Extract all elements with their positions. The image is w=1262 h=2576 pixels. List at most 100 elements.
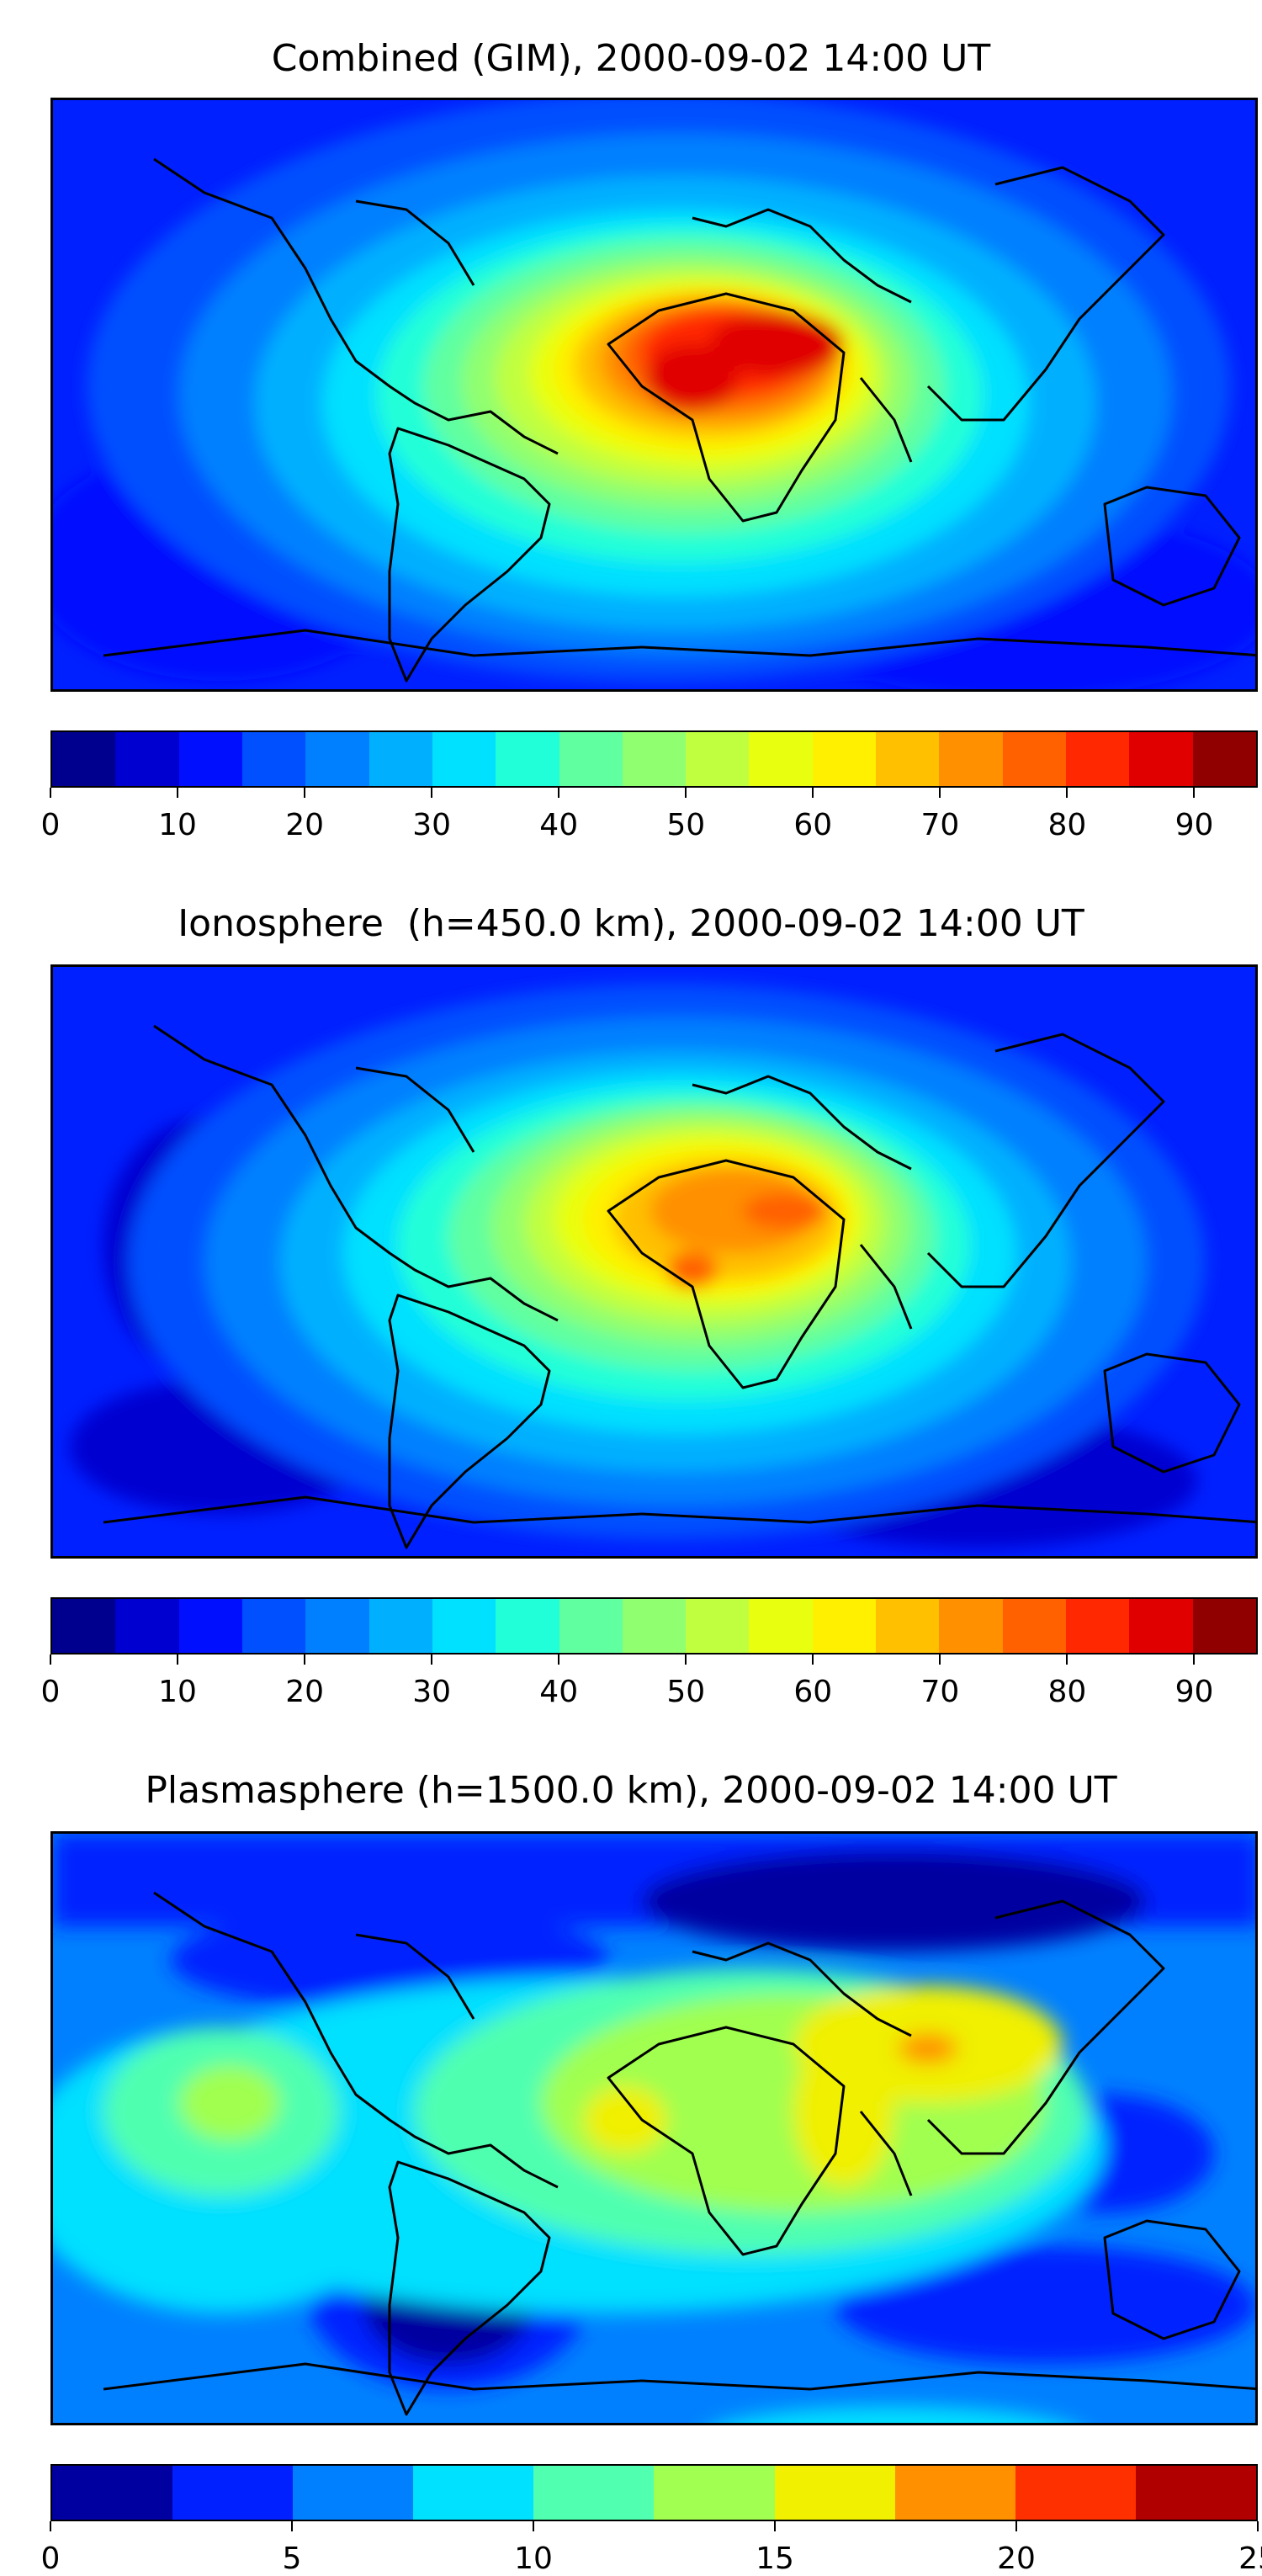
colorbar-segment [1015, 2466, 1136, 2520]
colorbar-segment [876, 732, 940, 786]
colorbar-segment [559, 732, 623, 786]
colorbar-tick [50, 1654, 51, 1665]
colorbar-tick [50, 2521, 51, 2531]
colorbar-tick [1066, 788, 1068, 798]
colorbar-segment [686, 1599, 750, 1653]
colorbar-tick [1193, 788, 1196, 798]
colorbar-segment [241, 732, 306, 786]
colorbar-tick-label: 20 [285, 1675, 324, 1709]
colorbar-segment [894, 2466, 1015, 2520]
panel-1-colorbar-ticks: 0 10 20 30 40 50 60 70 80 90 [41, 788, 1258, 842]
colorbar-tick-label: 40 [539, 1675, 579, 1709]
panel-3-colorbar-ticks: 0 5 10 15 20 25 [41, 2521, 1262, 2576]
colorbar-segment [52, 2466, 173, 2520]
colorbar-segment [939, 732, 1003, 786]
colorbar-segment [115, 732, 179, 786]
colorbar-tick-label: 90 [1175, 808, 1214, 842]
colorbar-segment [115, 1599, 179, 1653]
colorbar-segment [686, 732, 750, 786]
colorbar-segment [559, 1599, 623, 1653]
colorbar-segment [496, 732, 559, 786]
colorbar-segment [622, 1599, 687, 1653]
colorbar-segment [432, 1599, 496, 1653]
colorbar-tick-label: 70 [920, 808, 960, 842]
colorbar-tick-label: 70 [920, 1675, 960, 1709]
panel-1-map [50, 98, 1258, 692]
panel-2-colorbar [50, 1597, 1258, 1654]
colorbar-tick-label: 50 [666, 1675, 706, 1709]
panel-2-coastlines [103, 1024, 1255, 1549]
panel-2-heatmap [53, 967, 1255, 1556]
colorbar-segment [172, 2466, 294, 2520]
colorbar-tick-label: 10 [158, 1675, 197, 1709]
colorbar-segment [369, 732, 432, 786]
colorbar-segment [1192, 1599, 1256, 1653]
colorbar-tick-label: 25 [1238, 2541, 1262, 2576]
panel-1-colorbar [50, 730, 1258, 788]
colorbar-segment [52, 1599, 116, 1653]
colorbar-tick [774, 2521, 776, 2531]
panel-2-map [50, 964, 1258, 1559]
panel-3-map [50, 1831, 1258, 2425]
colorbar-tick-label: 40 [539, 808, 579, 842]
colorbar-tick-label: 10 [514, 2541, 553, 2576]
colorbar-tick [304, 1654, 306, 1665]
colorbar-segment [293, 2466, 414, 2520]
panel-1-heatmap [53, 100, 1255, 689]
colorbar-segment [1002, 1599, 1066, 1653]
colorbar-segment [1066, 732, 1130, 786]
colorbar-tick-label: 10 [158, 808, 197, 842]
panel-3-title: Plasmasphere (h=1500.0 km), 2000-09-02 1… [145, 1769, 1117, 1812]
panel-1-title: Combined (GIM), 2000-09-02 14:00 UT [271, 37, 991, 80]
colorbar-segment [241, 1599, 306, 1653]
colorbar-segment [1002, 732, 1066, 786]
colorbar-segment [654, 2466, 775, 2520]
colorbar-tick-label: 0 [40, 808, 61, 842]
colorbar-tick-label: 5 [282, 2541, 302, 2576]
colorbar-segment [1129, 1599, 1193, 1653]
colorbar-segment [749, 1599, 813, 1653]
colorbar-segment [1129, 732, 1193, 786]
colorbar-segment [533, 2466, 655, 2520]
colorbar-tick [685, 1654, 687, 1665]
colorbar-tick [431, 788, 433, 798]
colorbar-tick [533, 2521, 534, 2531]
colorbar-tick [1257, 2521, 1259, 2531]
colorbar-tick-label: 60 [793, 808, 833, 842]
colorbar-tick-label: 50 [666, 808, 706, 842]
colorbar-tick [939, 1654, 941, 1665]
colorbar-tick-label: 80 [1047, 1675, 1087, 1709]
panel-3-colorbar [50, 2464, 1258, 2521]
colorbar-segment [432, 732, 496, 786]
colorbar-segment [622, 732, 687, 786]
panel-2-title: Ionosphere (h=450.0 km), 2000-09-02 14:0… [178, 902, 1084, 945]
colorbar-tick [291, 2521, 293, 2531]
colorbar-tick [50, 788, 51, 798]
panel-1-coastlines [103, 157, 1255, 683]
colorbar-tick-label: 20 [285, 808, 324, 842]
colorbar-tick [812, 788, 814, 798]
colorbar-segment [749, 732, 813, 786]
panel-2-colorbar-ticks: 0 10 20 30 40 50 60 70 80 90 [41, 1654, 1258, 1709]
colorbar-tick-label: 30 [412, 1675, 452, 1709]
colorbar-segment [496, 1599, 559, 1653]
colorbar-tick-label: 0 [40, 1675, 61, 1709]
colorbar-segment [178, 1599, 242, 1653]
colorbar-tick [939, 788, 941, 798]
panel-3-heatmap [53, 1834, 1255, 2423]
colorbar-tick-label: 30 [412, 808, 452, 842]
colorbar-tick-label: 80 [1047, 808, 1087, 842]
colorbar-tick-label: 0 [40, 2541, 61, 2576]
colorbar-tick-label: 90 [1175, 1675, 1214, 1709]
colorbar-segment [1066, 1599, 1130, 1653]
colorbar-segment [812, 1599, 877, 1653]
panel-3-coastlines [103, 1891, 1255, 2416]
colorbar-segment [939, 1599, 1003, 1653]
colorbar-tick-label: 15 [756, 2541, 794, 2576]
colorbar-segment [178, 732, 242, 786]
colorbar-tick [431, 1654, 433, 1665]
colorbar-tick [177, 788, 179, 798]
colorbar-tick [685, 788, 687, 798]
colorbar-tick [558, 1654, 560, 1665]
colorbar-tick-label: 60 [793, 1675, 833, 1709]
